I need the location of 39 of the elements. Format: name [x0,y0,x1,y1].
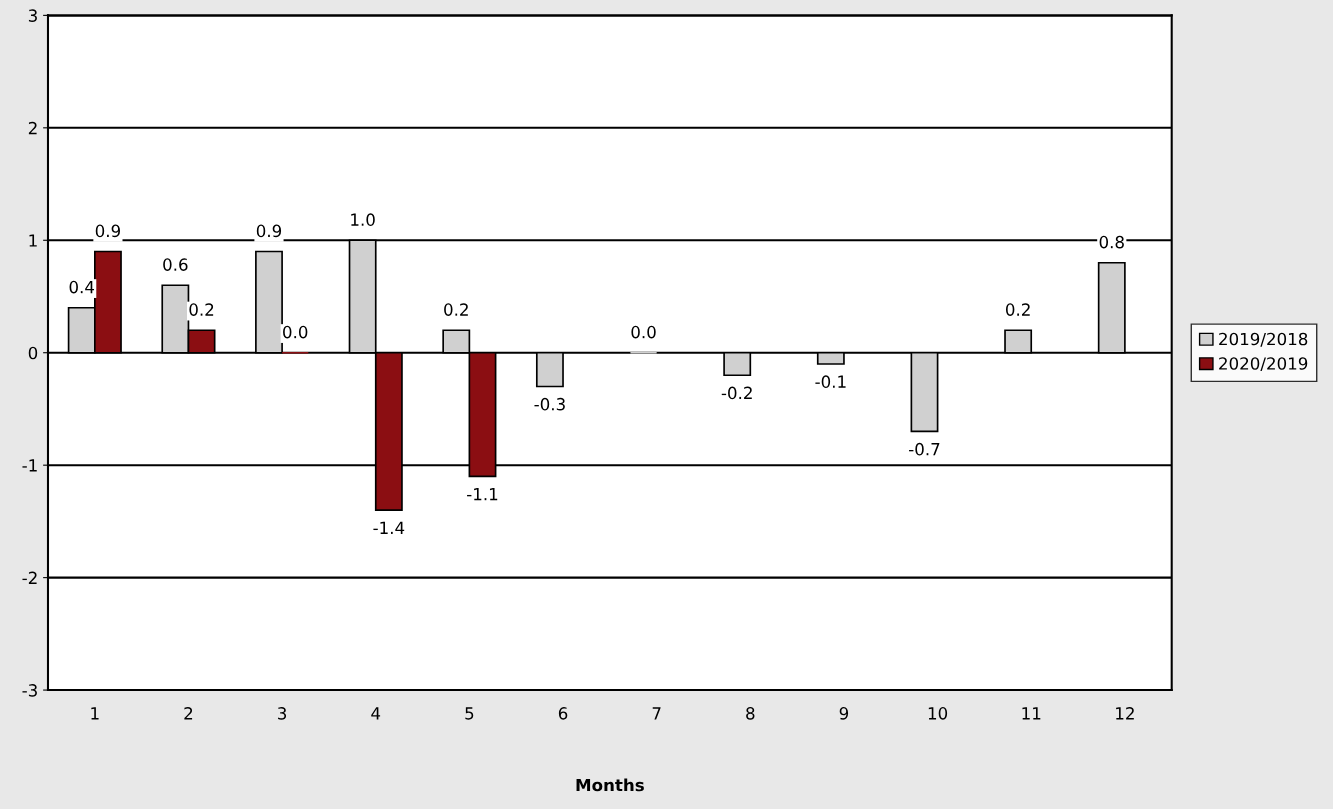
x-tick-label: 9 [839,707,849,720]
data-label: 0.4 [69,280,95,294]
data-label: -1.4 [373,521,405,534]
data-label: 0.2 [1005,303,1030,316]
data-label: 0.2 [444,303,468,316]
x-tick-label: 4 [371,707,381,720]
data-label: 1.0 [351,213,375,226]
x-axis-title: Months [576,778,644,792]
data-label: 0.2 [189,303,214,316]
data-label: -0.1 [815,375,846,388]
data-label: -0.7 [909,442,940,456]
legend-label: 2020/2019 [1219,357,1308,372]
x-tick-label: 12 [1116,707,1134,720]
y-tick-label: -3 [22,684,37,697]
x-tick-label: 10 [928,707,948,720]
y-tick-label: 1 [29,234,37,247]
legend-label: 2019/2018 [1219,332,1308,347]
x-tick-label: 5 [465,707,474,720]
x-tick-label: 8 [746,707,755,720]
y-tick-label: 3 [28,9,37,22]
y-tick-label: 0 [28,346,38,360]
y-tick-label: -1 [22,459,37,472]
data-label: 0.8 [1099,235,1124,249]
data-label: 0.0 [283,325,308,339]
x-tick-label: 2 [184,707,193,720]
data-label: 0.9 [95,224,120,238]
x-tick-label: 3 [278,707,287,720]
y-tick-label: 2 [28,121,37,135]
x-tick-label: 6 [558,707,568,720]
x-tick-label: 1 [91,707,99,720]
y-tick-label: -2 [22,571,37,584]
x-tick-label: 11 [1022,707,1041,720]
data-label: 0.6 [163,258,188,271]
data-label: -1.1 [467,488,498,501]
data-label: 0.0 [631,325,656,339]
data-label: -0.2 [721,386,752,400]
data-label: 0.9 [256,224,282,238]
data-label: -0.3 [534,397,565,411]
x-tick-label: 7 [652,707,661,720]
